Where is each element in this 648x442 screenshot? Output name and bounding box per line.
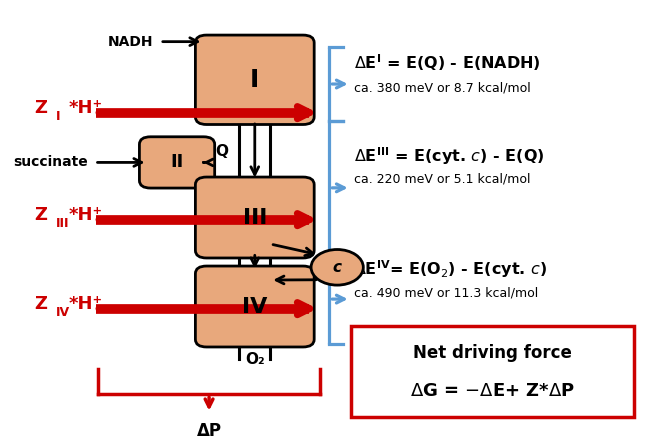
Text: ΔP: ΔP <box>196 422 222 440</box>
Text: Net driving force: Net driving force <box>413 344 572 362</box>
Text: Z: Z <box>34 99 47 117</box>
FancyBboxPatch shape <box>196 35 314 125</box>
Text: Z: Z <box>34 294 47 312</box>
Text: ca. 380 meV or 8.7 kcal/mol: ca. 380 meV or 8.7 kcal/mol <box>354 82 531 95</box>
Text: $\Delta$E$^\mathregular{I}$ = E(Q) - E(NADH): $\Delta$E$^\mathregular{I}$ = E(Q) - E(N… <box>354 53 541 73</box>
Text: NADH: NADH <box>108 34 154 49</box>
Text: $\Delta$G = $-$$\Delta$E+ Z*$\Delta$P: $\Delta$G = $-$$\Delta$E+ Z*$\Delta$P <box>410 382 575 400</box>
Text: $\Delta$E$^\mathregular{IV}$= E(O$_2$) - E(cyt. $c$): $\Delta$E$^\mathregular{IV}$= E(O$_2$) -… <box>354 259 548 280</box>
Text: *H⁺: *H⁺ <box>68 294 102 312</box>
Text: IV: IV <box>56 305 70 319</box>
Text: III: III <box>242 207 267 228</box>
Text: *H⁺: *H⁺ <box>68 206 102 224</box>
Text: ca. 490 meV or 11.3 kcal/mol: ca. 490 meV or 11.3 kcal/mol <box>354 286 538 299</box>
Text: IV: IV <box>242 297 268 316</box>
Circle shape <box>311 250 364 285</box>
Text: ca. 220 meV or 5.1 kcal/mol: ca. 220 meV or 5.1 kcal/mol <box>354 173 531 186</box>
FancyBboxPatch shape <box>139 137 214 188</box>
Text: Z: Z <box>34 206 47 224</box>
FancyBboxPatch shape <box>196 266 314 347</box>
FancyBboxPatch shape <box>351 326 634 417</box>
Text: I: I <box>250 68 259 92</box>
Text: *H⁺: *H⁺ <box>68 99 102 117</box>
Text: Q: Q <box>216 145 229 159</box>
Text: c: c <box>332 260 341 275</box>
Text: $\Delta$E$^\mathregular{III}$ = E(cyt. $c$) - E(Q): $\Delta$E$^\mathregular{III}$ = E(cyt. $… <box>354 145 545 167</box>
Text: II: II <box>170 153 183 171</box>
Text: O₂: O₂ <box>245 352 264 367</box>
FancyBboxPatch shape <box>196 177 314 258</box>
Text: III: III <box>56 217 69 229</box>
Text: I: I <box>56 110 60 122</box>
Text: succinate: succinate <box>14 156 88 169</box>
